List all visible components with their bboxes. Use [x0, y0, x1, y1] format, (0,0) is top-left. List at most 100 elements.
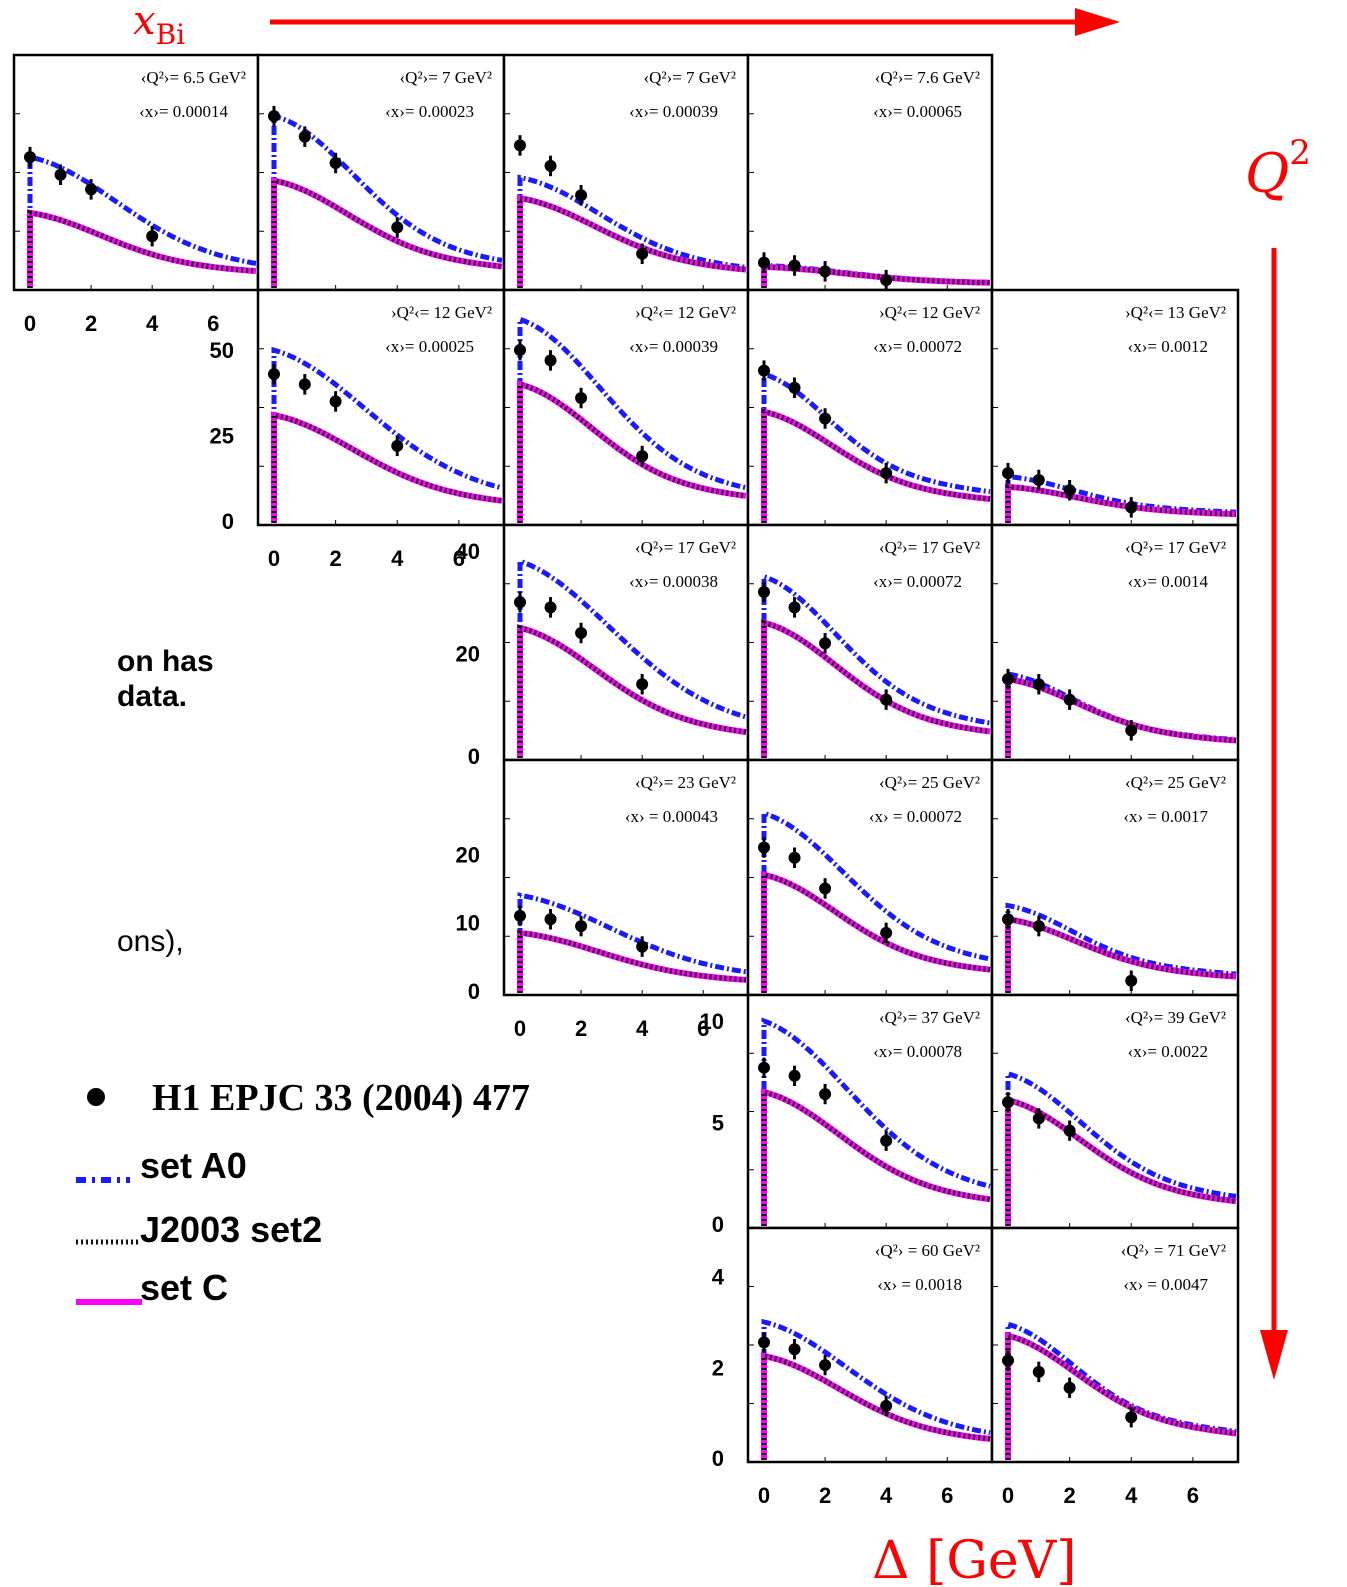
- x-tick-label: 6: [941, 1483, 953, 1508]
- legend-setc-label: set C: [140, 1267, 228, 1308]
- data-point: [391, 221, 404, 234]
- curve-set-c: [761, 407, 991, 523]
- curve-j2003-set2: [517, 930, 747, 993]
- data-point: [1002, 467, 1014, 480]
- panel: ‹Q²› = 71 GeV² ‹x› = 0.0047 0 2 4 6: [990, 1226, 1240, 1508]
- y-tick-label: 20: [456, 642, 480, 667]
- curve-set-a0: [761, 370, 991, 523]
- panel-x-label: ‹x›= 0.0022: [1128, 1042, 1208, 1061]
- y-tick-label: 25: [210, 424, 234, 449]
- x-tick-label: 2: [329, 546, 341, 571]
- data-point: [329, 157, 342, 169]
- panel-q2-label: ‹Q²›= 7 GeV²: [400, 68, 492, 87]
- panel-q2-label: ‹Q²›= 17 GeV²: [635, 538, 736, 557]
- curve-set-a0: [761, 1017, 991, 1226]
- panel-q2-label: ‹Q²›= 37 GeV²: [879, 1008, 980, 1027]
- panel-q2-label: ‹Q²›= 6.5 GeV²: [141, 68, 246, 87]
- panel-frame: [502, 288, 750, 527]
- data-point: [514, 909, 526, 922]
- curve-j2003-set2: [1005, 1097, 1237, 1226]
- data-point: [575, 627, 588, 639]
- data-point: [514, 139, 526, 152]
- q2-arrow-head: [1260, 1330, 1288, 1380]
- x-tick-label: 0: [514, 1016, 526, 1041]
- data-point: [391, 439, 404, 452]
- panel-frame: [502, 758, 750, 997]
- panel-frame: [502, 53, 750, 292]
- x-tick-label: 6: [697, 1016, 709, 1041]
- panel-x-label: ‹x› = 0.0018: [877, 1275, 962, 1294]
- legend-data-label: H1 EPJC 33 (2004) 477: [152, 1077, 530, 1119]
- panel-frame: [990, 523, 1240, 762]
- data-point: [1063, 484, 1076, 497]
- curve-set-a0: [271, 346, 503, 523]
- y-tick-label: 0: [712, 1446, 724, 1471]
- panel-x-label: ‹x›= 0.00072: [873, 337, 962, 356]
- data-point: [819, 1359, 832, 1372]
- panel: ‹Q²›= 6.5 GeV² ‹x›= 0.00014 0 2 4 6: [12, 53, 260, 336]
- panel-frame: [746, 53, 994, 292]
- data-point: [819, 412, 832, 425]
- curve-set-a0: [517, 557, 747, 758]
- xbj-label: xBi: [133, 0, 185, 51]
- curve-j2003-set2: [517, 380, 747, 523]
- data-point: [54, 168, 67, 181]
- y-tick-label: 40: [456, 539, 480, 564]
- panel-q2-label: ‹Q²›= 7 GeV²: [644, 68, 736, 87]
- curve-j2003-set2: [1005, 916, 1237, 993]
- legend-j2003-label: J2003 set2: [140, 1209, 322, 1250]
- data-point: [636, 678, 649, 691]
- x-tick-label: 0: [1002, 1483, 1014, 1508]
- data-point: [758, 586, 770, 598]
- data-point: [758, 1061, 770, 1074]
- panel-q2-label: ›Q²‹= 12 GeV²: [635, 303, 736, 322]
- data-point: [1125, 501, 1138, 514]
- data-point: [1032, 920, 1045, 933]
- data-point: [514, 596, 526, 609]
- data-point: [880, 693, 893, 706]
- curve-j2003-set2: [761, 1088, 991, 1226]
- panel-x-label: ‹x›= 0.0014: [1128, 572, 1209, 591]
- panel: ‹Q²›= 17 GeV² ‹x›= 0.00038 40 20 0: [456, 523, 750, 769]
- curve-set-a0: [517, 315, 747, 523]
- data-point: [544, 159, 557, 172]
- curve-set-a0: [761, 809, 991, 993]
- legend-data-marker: [87, 1088, 105, 1106]
- data-point: [758, 256, 770, 269]
- y-tick-label: 4: [712, 1265, 725, 1290]
- panel-q2-label: ‹Q²›= 23 GeV²: [635, 773, 736, 792]
- data-point: [819, 882, 832, 895]
- data-point: [880, 926, 893, 939]
- fragment-text-2: data.: [117, 680, 188, 713]
- x-tick-label: 2: [85, 311, 97, 336]
- legend: H1 EPJC 33 (2004) 477 set A0 J2003 set2 …: [76, 1077, 530, 1308]
- panel-x-label: ‹x›= 0.00039: [629, 102, 718, 121]
- curve-set-a0: [27, 153, 257, 288]
- q2-main: Q: [1245, 142, 1289, 205]
- curve-j2003-set2: [761, 871, 991, 993]
- panel-frame: [256, 288, 506, 527]
- panel: ‹Q²›= 7.6 GeV² ‹x›= 0.00065: [746, 53, 994, 292]
- x-tick-label: 4: [880, 1483, 893, 1508]
- data-point: [24, 151, 36, 164]
- panel: ›Q²‹= 12 GeV² ‹x›= 0.00025 50 25 0 0 2 4 6: [210, 288, 506, 571]
- panel-q2-label: ›Q²‹= 12 GeV²: [391, 303, 492, 322]
- curve-j2003-set2: [27, 209, 257, 288]
- curve-set-a0: [517, 174, 747, 288]
- data-point: [636, 450, 649, 463]
- data-point: [544, 601, 557, 614]
- panel: ‹Q²›= 25 GeV² ‹x› = 0.0017: [990, 758, 1240, 997]
- panel: ›Q²‹= 12 GeV² ‹x›= 0.00039: [502, 288, 750, 527]
- panel-frame: [990, 288, 1240, 527]
- panel: ‹Q²›= 23 GeV² ‹x› = 0.00043 20 10 0 0 2 4 6: [456, 758, 750, 1041]
- curve-set-a0: [761, 573, 991, 758]
- data-point: [788, 1343, 801, 1356]
- panel: ‹Q²›= 7 GeV² ‹x›= 0.00023: [256, 53, 506, 292]
- xbj-sub: Bi: [156, 18, 186, 51]
- x-tick-label: 6: [453, 546, 465, 571]
- panel-q2-label: ‹Q²›= 17 GeV²: [879, 538, 980, 557]
- panel: ›Q²‹= 13 GeV² ‹x›= 0.0012: [990, 288, 1240, 527]
- panel-x-label: ‹x›= 0.0012: [1128, 337, 1208, 356]
- data-point: [758, 364, 770, 377]
- legend-seta0-label: set A0: [140, 1145, 247, 1186]
